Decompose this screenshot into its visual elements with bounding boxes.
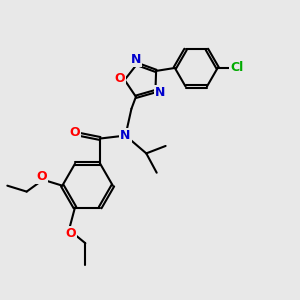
Text: N: N [120,129,131,142]
Text: O: O [65,227,76,240]
Text: O: O [36,170,47,183]
Text: O: O [115,72,125,85]
Text: Cl: Cl [230,61,244,74]
Text: N: N [155,86,165,99]
Text: O: O [69,126,80,139]
Text: N: N [130,53,141,66]
